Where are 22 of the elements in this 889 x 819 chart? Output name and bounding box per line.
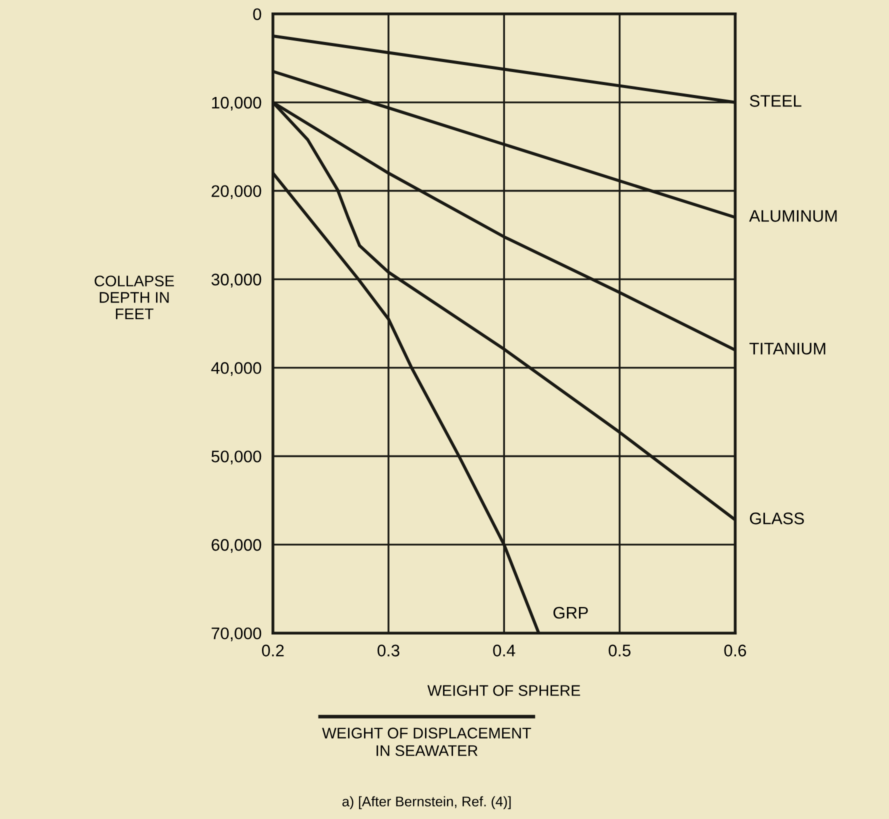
y-tick-label: 30,000 xyxy=(211,274,262,288)
text: a) [After Bernstein, Ref. (4)] xyxy=(342,796,511,810)
series-label: TITANIUM xyxy=(749,342,826,355)
x-tick-label: 0.6 xyxy=(724,644,746,656)
y-tick-label: 60,000 xyxy=(212,539,262,553)
x-tick-label: 0.5 xyxy=(608,644,631,656)
x-tick-label: 0.3 xyxy=(378,644,400,656)
series-label: GLASS xyxy=(750,512,804,524)
y-axis-title: COLLAPSE DEPTH IN FEET xyxy=(94,276,174,320)
text: WEIGHT OF DISPLACEMENT IN SEAWATER xyxy=(322,728,532,756)
y-tick-label: 20,000 xyxy=(212,185,262,199)
series-label: STEEL xyxy=(750,95,802,107)
x-tick-label: 0.4 xyxy=(493,644,516,656)
y-tick-label: 70,000 xyxy=(212,627,262,642)
y-tick-label: 50,000 xyxy=(212,450,262,464)
x-tick-label: 0.2 xyxy=(262,644,284,656)
y-tick-label: 0 xyxy=(253,8,262,20)
x-axis-title: WEIGHT OF SPHERE xyxy=(427,685,580,696)
series-label: GRP xyxy=(553,606,588,619)
series-label: ALUMINUM xyxy=(749,210,837,222)
y-tick-label: 40,000 xyxy=(211,362,262,376)
y-tick-label: 10,000 xyxy=(212,96,262,111)
